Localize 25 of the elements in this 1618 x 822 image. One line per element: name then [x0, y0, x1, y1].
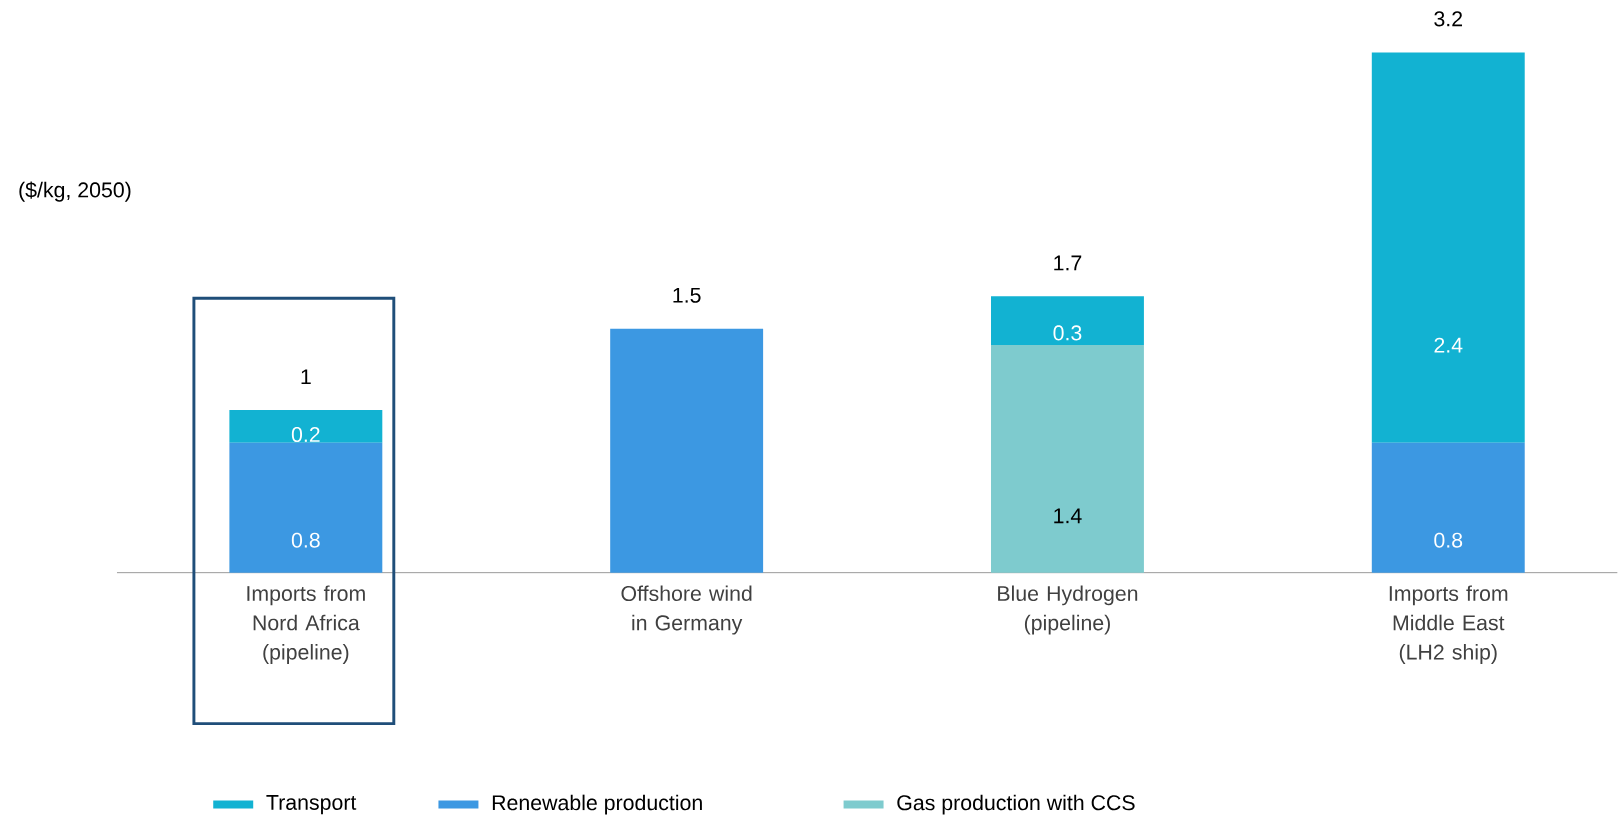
x-tick-label: Imports from Middle East (LH2 ship)	[1389, 585, 1508, 665]
data-label: 2.4	[1434, 337, 1463, 353]
total-label: 3.2	[1434, 11, 1463, 27]
total-label: 1.7	[1054, 255, 1082, 271]
bar	[229, 442, 383, 573]
bar	[1371, 442, 1525, 573]
total-label: 1	[301, 369, 311, 385]
data-label: 0.8	[1434, 532, 1463, 548]
bar	[991, 345, 1144, 573]
data-label: 1.4	[1054, 508, 1082, 524]
data-label: 0.3	[1053, 325, 1082, 341]
y-axis-title: ($/kg, 2050)	[19, 181, 131, 202]
x-tick-label: Offshore wind in Germany	[621, 585, 752, 635]
legend-label: Transport	[266, 795, 357, 815]
data-label: 0.2	[291, 427, 320, 443]
x-tick-label: Imports from Nord Africa (pipeline)	[247, 585, 365, 665]
total-label: 1.5	[673, 288, 701, 303]
bar	[991, 296, 1144, 346]
legend-label: Renewable production	[492, 794, 702, 815]
bar	[229, 410, 383, 443]
legend-label: Gas production with CCS	[897, 794, 1135, 815]
bar	[1371, 52, 1525, 443]
x-tick-label: Blue Hydrogen (pipeline)	[998, 585, 1138, 635]
data-label: 0.8	[291, 532, 320, 548]
bar	[610, 329, 764, 573]
